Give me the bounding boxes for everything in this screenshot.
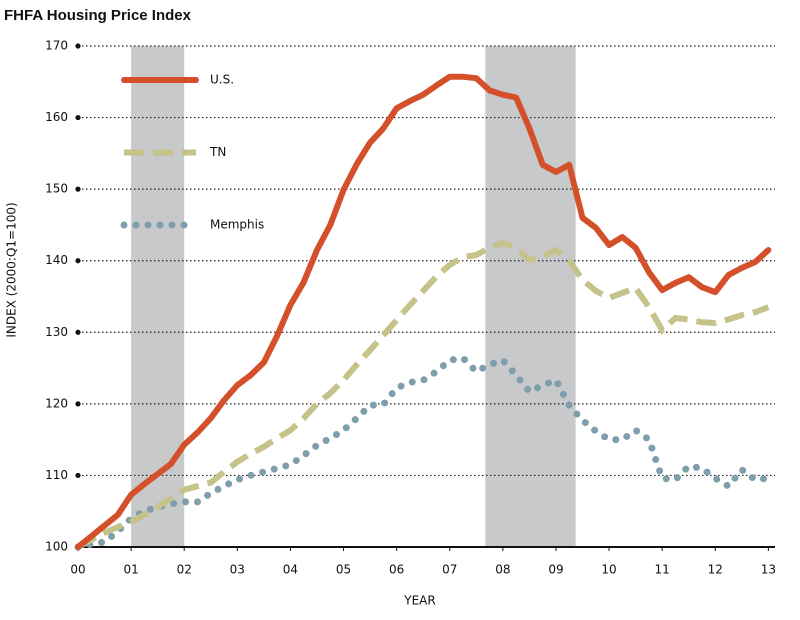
y-tick-label: 160 (45, 110, 68, 124)
x-tick-label: 00 (70, 563, 85, 577)
series-line (75, 73, 772, 550)
y-tick-mark (75, 114, 81, 121)
x-tick-label: 05 (336, 563, 351, 577)
x-tick-label: 02 (177, 563, 192, 577)
x-tick-label: 06 (389, 563, 404, 577)
x-tick-label: 08 (495, 563, 510, 577)
chart-title: FHFA Housing Price Index (4, 7, 192, 24)
x-tick-label: 10 (601, 563, 616, 577)
x-tick-label: 01 (123, 563, 138, 577)
y-tick-label: 150 (45, 182, 68, 196)
y-tick-label: 140 (45, 253, 68, 267)
recession-band (131, 46, 185, 547)
y-tick-mark (75, 472, 81, 479)
x-tick-label: 12 (708, 563, 723, 577)
x-tick-label: 04 (283, 563, 298, 577)
y-tick-mark (75, 186, 81, 192)
y-tick-label: 110 (45, 468, 68, 482)
x-tick-label: 07 (442, 563, 457, 577)
x-axis-label: YEAR (403, 594, 435, 608)
x-tick-label: 09 (548, 563, 563, 577)
y-tick-label: 130 (45, 325, 68, 339)
x-tick-label: 03 (230, 563, 245, 577)
series-line (74, 354, 772, 551)
y-tick-label: 120 (45, 396, 68, 410)
y-tick-mark (75, 258, 81, 264)
y-tick-mark (75, 329, 81, 335)
x-tick-label: 13 (761, 563, 776, 577)
legend-label: Memphis (210, 218, 264, 232)
y-tick-mark (75, 43, 81, 49)
recession-band (485, 46, 576, 547)
y-axis-label: INDEX (2000:Q1=100) (5, 202, 19, 337)
y-tick-label: 100 (45, 540, 68, 554)
series-line (76, 239, 770, 550)
x-tick-label: 11 (655, 563, 670, 577)
y-tick-mark (75, 401, 81, 407)
legend-label: U.S. (210, 73, 234, 87)
y-tick-label: 170 (45, 39, 68, 53)
legend-label: TN (209, 145, 226, 159)
